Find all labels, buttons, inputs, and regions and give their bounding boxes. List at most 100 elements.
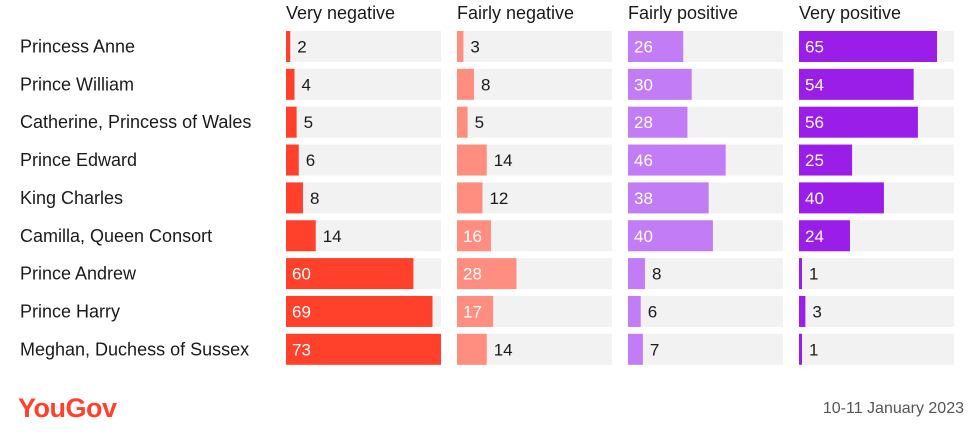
- value-label-very-negative-camilla-queen-consort: 14: [323, 227, 342, 246]
- category-label-camilla-queen-consort: Camilla, Queen Consort: [20, 226, 212, 246]
- bar-fairly-negative-meghan-duchess-of-sussex: [457, 333, 487, 365]
- bar-track: [457, 68, 612, 100]
- bar-track: [628, 258, 783, 290]
- bar-very-negative-prince-edward: [286, 144, 299, 176]
- bar-fairly-negative-prince-andrew: [457, 258, 517, 290]
- bar-fairly-negative-king-charles: [457, 182, 483, 214]
- bar-track: [286, 144, 441, 176]
- bar-fairly-negative-prince-william: [457, 68, 474, 100]
- category-label-prince-william: Prince William: [20, 74, 134, 94]
- bar-fairly-negative-prince-harry: [457, 295, 494, 327]
- bar-track: [457, 31, 612, 62]
- bar-very-positive-king-charles: [799, 182, 884, 214]
- value-label-very-positive-meghan-duchess-of-sussex: 1: [809, 340, 818, 359]
- value-label-very-negative-princess-anne: 2: [297, 38, 306, 57]
- bar-very-negative-princess-anne: [286, 31, 291, 62]
- bar-very-negative-prince-andrew: [286, 258, 414, 290]
- series-header-fairly-positive: Fairly positive: [628, 3, 738, 23]
- bar-fairly-positive-prince-william: [628, 68, 692, 100]
- chart: Very negative Fairly negative Fairly posit…: [20, 3, 954, 365]
- category-label-prince-harry: Prince Harry: [20, 301, 120, 321]
- value-label-fairly-negative-catherine-princess-of-wales: 5: [475, 113, 484, 132]
- bar-fairly-positive-prince-harry: [628, 295, 641, 327]
- category-label-catherine-princess-of-wales: Catherine, Princess of Wales: [20, 112, 251, 132]
- value-label-very-positive-prince-edward: 25: [805, 151, 824, 170]
- value-label-very-negative-prince-harry: 69: [292, 302, 311, 321]
- value-label-very-positive-prince-andrew: 1: [809, 265, 818, 284]
- value-label-very-positive-catherine-princess-of-wales: 56: [805, 113, 824, 132]
- bar-fairly-positive-king-charles: [628, 182, 709, 214]
- category-label-meghan-duchess-of-sussex: Meghan, Duchess of Sussex: [20, 339, 249, 359]
- value-label-fairly-positive-prince-edward: 46: [634, 151, 653, 170]
- value-label-very-negative-prince-edward: 6: [306, 151, 315, 170]
- bar-track: [799, 295, 954, 327]
- bar-very-positive-prince-william: [799, 68, 914, 100]
- bar-very-negative-catherine-princess-of-wales: [286, 106, 297, 138]
- bar-fairly-negative-camilla-queen-consort: [457, 220, 491, 252]
- value-label-fairly-positive-prince-harry: 6: [648, 302, 657, 321]
- value-label-very-positive-camilla-queen-consort: 24: [805, 227, 824, 246]
- value-label-fairly-positive-catherine-princess-of-wales: 28: [634, 113, 653, 132]
- bar-very-negative-king-charles: [286, 182, 303, 214]
- value-label-fairly-negative-prince-andrew: 28: [463, 265, 482, 284]
- bar-very-negative-prince-harry: [286, 295, 433, 327]
- bar-very-positive-meghan-duchess-of-sussex: [799, 333, 802, 365]
- bar-fairly-positive-prince-andrew: [628, 258, 645, 290]
- category-label-princess-anne: Princess Anne: [20, 37, 135, 57]
- bar-fairly-positive-catherine-princess-of-wales: [628, 106, 688, 138]
- bar-track: [799, 333, 954, 365]
- bar-fairly-positive-princess-anne: [628, 31, 684, 62]
- bar-very-positive-catherine-princess-of-wales: [799, 106, 918, 138]
- value-label-fairly-negative-camilla-queen-consort: 16: [463, 227, 482, 246]
- bar-very-negative-camilla-queen-consort: [286, 220, 316, 252]
- series-header-fairly-negative: Fairly negative: [457, 3, 574, 23]
- series-header-very-negative: Very negative: [286, 3, 395, 23]
- value-label-fairly-negative-prince-harry: 17: [463, 302, 482, 321]
- value-label-very-positive-prince-william: 54: [805, 75, 824, 94]
- value-label-very-negative-king-charles: 8: [310, 189, 319, 208]
- bar-fairly-positive-prince-edward: [628, 144, 726, 176]
- bar-very-positive-camilla-queen-consort: [799, 220, 850, 252]
- bar-very-positive-princess-anne: [799, 31, 938, 62]
- value-label-fairly-negative-prince-william: 8: [481, 75, 490, 94]
- value-label-fairly-negative-prince-edward: 14: [494, 151, 513, 170]
- bar-track: [457, 182, 612, 214]
- bar-track: [628, 295, 783, 327]
- category-label-prince-andrew: Prince Andrew: [20, 264, 137, 284]
- yougov-logo: YouGov: [18, 393, 117, 423]
- bar-very-negative-meghan-duchess-of-sussex: [286, 333, 441, 365]
- bar-very-positive-prince-harry: [799, 295, 806, 327]
- bar-fairly-positive-meghan-duchess-of-sussex: [628, 333, 643, 365]
- category-label-king-charles: King Charles: [20, 188, 123, 208]
- bar-very-positive-prince-edward: [799, 144, 853, 176]
- bar-track: [799, 258, 954, 290]
- value-label-fairly-positive-prince-andrew: 8: [652, 265, 661, 284]
- value-label-fairly-negative-princess-anne: 3: [470, 38, 479, 57]
- value-label-fairly-positive-princess-anne: 26: [634, 38, 653, 57]
- bar-track: [286, 31, 441, 62]
- bar-track: [286, 106, 441, 138]
- value-label-very-positive-prince-harry: 3: [812, 302, 821, 321]
- value-label-very-positive-princess-anne: 65: [805, 38, 824, 57]
- series-header-very-positive: Very positive: [799, 3, 901, 23]
- bar-fairly-negative-catherine-princess-of-wales: [457, 106, 468, 138]
- bar-track: [628, 333, 783, 365]
- bar-fairly-positive-camilla-queen-consort: [628, 220, 713, 252]
- bar-fairly-negative-prince-edward: [457, 144, 487, 176]
- survey-date: 10-11 January 2023: [822, 400, 964, 417]
- bar-track: [286, 68, 441, 100]
- bar-very-negative-prince-william: [286, 68, 295, 100]
- bar-very-positive-prince-andrew: [799, 258, 802, 290]
- bar-track: [286, 182, 441, 214]
- value-label-very-negative-catherine-princess-of-wales: 5: [304, 113, 313, 132]
- value-label-fairly-positive-king-charles: 38: [634, 189, 653, 208]
- value-label-very-negative-meghan-duchess-of-sussex: 73: [292, 340, 311, 359]
- value-label-fairly-positive-prince-william: 30: [634, 75, 653, 94]
- value-label-fairly-negative-meghan-duchess-of-sussex: 14: [494, 340, 513, 359]
- value-label-fairly-positive-meghan-duchess-of-sussex: 7: [650, 340, 659, 359]
- value-label-very-negative-prince-william: 4: [301, 75, 310, 94]
- bar-track: [457, 106, 612, 138]
- bar-fairly-negative-princess-anne: [457, 31, 464, 62]
- value-label-very-positive-king-charles: 40: [805, 189, 824, 208]
- category-label-prince-edward: Prince Edward: [20, 150, 137, 170]
